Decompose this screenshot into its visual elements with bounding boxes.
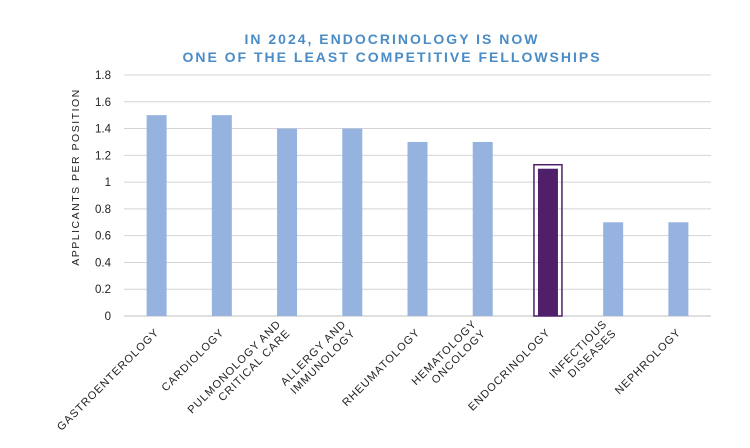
y-tick-label: 1.4 [95,124,112,136]
y-tick-label: 0.4 [95,257,112,269]
bars [146,115,689,317]
chart-title-line-2: ONE OF THE LEAST COMPETITIVE FELLOWSHIPS [182,49,601,65]
x-tick-label-line: NEPHROLOGY [613,327,683,397]
y-tick-label: 1 [105,177,111,189]
x-tick-label: GASTROENTEROLOGY [55,327,162,434]
x-tick-label-line: PULMONOLOGY AND [186,318,284,416]
bar-hematology-oncology [472,141,493,316]
bar-endocrinology [537,168,558,316]
x-tick-label-line: GASTROENTEROLOGY [55,327,162,434]
bar-nephrology [668,222,689,316]
bar-rheumatology [407,141,428,316]
bar-gastroenterology [146,115,167,317]
x-tick-label: INFECTIOUSDISEASES [547,318,619,390]
x-tick-label: HEMATOLOGYONCOLOGY [410,318,489,397]
y-tick-label: 1.2 [95,150,111,162]
bar-allergy-and-immunology [342,128,363,316]
x-tick-label: NEPHROLOGY [613,327,683,397]
chart-title-line-1: IN 2024, ENDOCRINOLOGY IS NOW [244,31,539,47]
y-tick-label: 1.6 [95,97,111,109]
bar-pulmonology-and-critical-care [277,128,298,316]
x-tick-label: ALLERGY ANDIMMUNOLOGY [279,318,358,397]
bar-cardiology [211,115,232,317]
y-tick-label: 0.6 [95,231,111,243]
y-tick-label: 0 [105,311,111,323]
y-axis-ticks: 0 0.2 0.4 0.6 0.8 1 1.2 1.4 1.6 1.8 [95,70,112,323]
y-tick-label: 0.2 [95,284,111,296]
y-axis-label: APPLICANTS PER POSITION [70,88,82,265]
y-tick-label: 0.8 [95,204,111,216]
y-tick-label: 1.8 [95,70,111,82]
x-tick-label: PULMONOLOGY ANDCRITICAL CARE [186,318,293,425]
bar-infectious-diseases [603,222,624,316]
